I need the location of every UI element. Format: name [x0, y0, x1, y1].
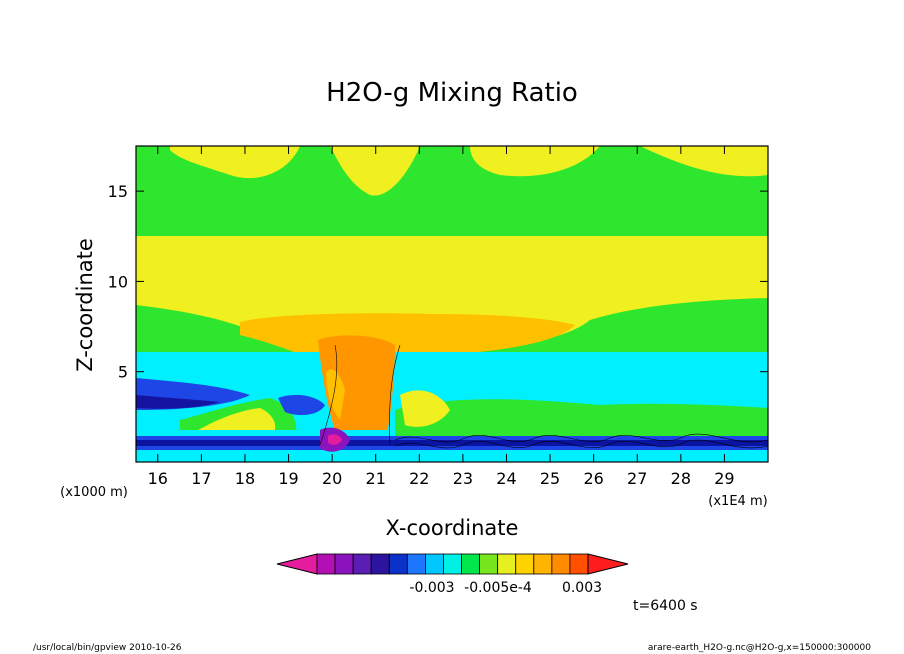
- x-tick-label: 23: [453, 469, 473, 488]
- base-magenta: [328, 434, 342, 445]
- colorbar-swatch: [370, 553, 390, 575]
- x-tick-label: 26: [583, 469, 603, 488]
- y-axis-label: Z-coordinate: [73, 238, 97, 372]
- footer-right: arare-earth_H2O-g.nc@H2O-g,x=150000:3000…: [648, 643, 871, 653]
- plot-frame: [135, 145, 769, 463]
- band-upper-yellow-blobs: [170, 146, 768, 196]
- colorbar-swatch: [497, 553, 517, 575]
- wave-green: [395, 399, 768, 436]
- x-tick-label: 21: [366, 469, 386, 488]
- x-tick-label: 28: [671, 469, 691, 488]
- y-tick-label: 5: [118, 363, 128, 382]
- colorbar-swatch: [352, 553, 372, 575]
- footer-left: /usr/local/bin/gpview 2010-10-26: [33, 643, 182, 653]
- y-unit-label: (x1000 m): [60, 485, 128, 500]
- time-label: t=6400 s: [633, 598, 698, 614]
- x-tick-label: 19: [278, 469, 298, 488]
- core-dark-orange: [318, 335, 395, 445]
- y-tick-label: 10: [108, 272, 128, 291]
- x-tick-label: 18: [235, 469, 255, 488]
- x-tick-label: 29: [714, 469, 734, 488]
- x-tick-label: 16: [148, 469, 168, 488]
- y-axis: 5 10 15: [108, 182, 768, 382]
- base-deep-blue: [136, 440, 768, 446]
- colorbar-swatch: [533, 553, 553, 575]
- x-tick-label: 20: [322, 469, 342, 488]
- x-tick-label: 24: [496, 469, 516, 488]
- x-tick-label: 25: [540, 469, 560, 488]
- colorbar-swatch: [388, 553, 408, 575]
- chart-title: H2O-g Mixing Ratio: [326, 78, 578, 108]
- colorbar-swatch: [334, 553, 354, 575]
- contour-field: [136, 146, 768, 462]
- x-tick-label: 17: [191, 469, 211, 488]
- colorbar-swatch: [461, 553, 480, 575]
- colorbar: [276, 553, 629, 575]
- colorbar-swatch: [569, 553, 589, 575]
- x-tick-label: 27: [627, 469, 647, 488]
- storm-blue: [278, 394, 325, 416]
- colorbar-swatch: [479, 553, 499, 575]
- colorbar-swatch: [424, 553, 444, 575]
- x-tick-label: 22: [409, 469, 429, 488]
- colorbar-swatch: [515, 553, 535, 575]
- x-axis-label: X-coordinate: [386, 516, 519, 540]
- y-tick-label: 15: [108, 182, 128, 201]
- wave-contour-lines: [319, 344, 768, 449]
- colorbar-swatch: [316, 553, 336, 575]
- x-axis: 16 17 18 19 20 21 22 23 24 25 26 27 28 29: [148, 146, 735, 488]
- colorbar-tick-label: -0.005e-4: [464, 580, 532, 596]
- colorbar-swatch: [443, 553, 462, 575]
- colorbar-swatch: [551, 553, 571, 575]
- core-light-orange: [326, 369, 345, 420]
- colorbar-labels: -0.003 -0.005e-4 0.003: [409, 580, 602, 596]
- wave-yellow: [400, 390, 450, 427]
- low-deep-blue: [136, 395, 220, 409]
- colorbar-tick-label: 0.003: [562, 580, 602, 596]
- x-unit-label: (x1E4 m): [708, 494, 767, 509]
- colorbar-tick-label: -0.003: [409, 580, 454, 596]
- colorbar-arrow-low: [276, 553, 318, 575]
- colorbar-swatch: [406, 553, 426, 575]
- colorbar-arrow-high: [587, 553, 629, 575]
